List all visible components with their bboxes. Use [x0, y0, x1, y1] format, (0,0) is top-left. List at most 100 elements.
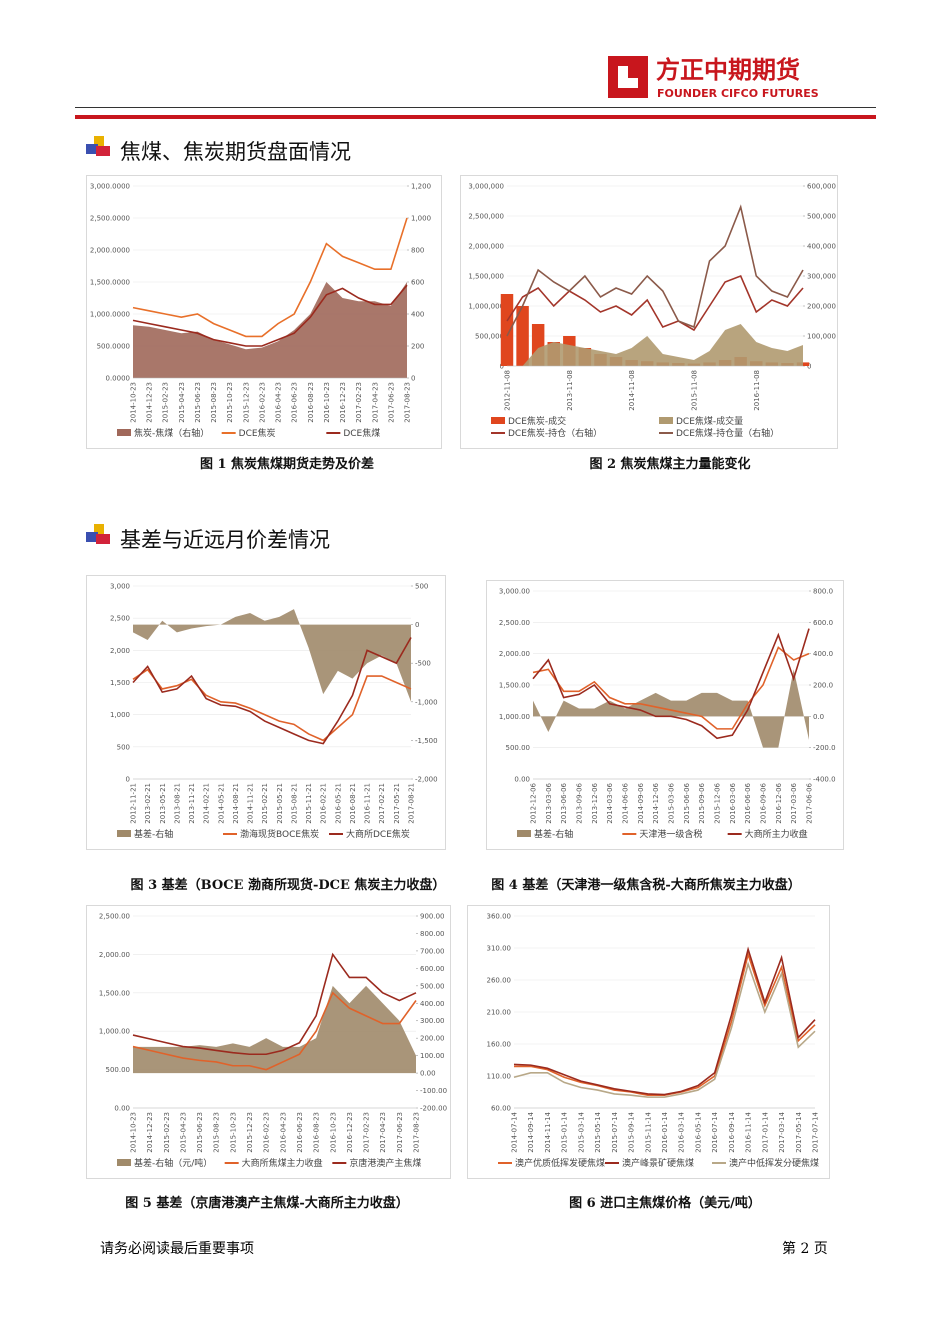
y2-tick-label: -500: [415, 660, 431, 668]
y-tick-label: 3,000: [110, 583, 130, 591]
x-tick-label: 2017-02-23: [355, 382, 363, 423]
y-tick-label: 1,000.00: [499, 713, 530, 721]
y2-tick-label: 200: [411, 343, 424, 351]
y2-tick-label: 600.0: [813, 619, 833, 627]
chart: 0.00 500.00 1,000.00 1,500.00 2,000.00 2,500.…: [486, 580, 844, 850]
y2-tick-label: 400.00: [420, 1000, 445, 1008]
line: [132, 284, 408, 347]
x-tick-label: 2017-04-23: [371, 382, 379, 423]
x-tick-label: 2015-04-23: [178, 382, 186, 423]
x-tick-label: 2015-06-23: [196, 1112, 204, 1153]
y2-tick-label: 600.00: [420, 965, 445, 973]
legend-label: DCE焦炭-成交: [508, 415, 566, 427]
legend-label: DCE焦炭: [239, 427, 276, 439]
x-tick-label: 2017-03-14: [778, 1111, 786, 1152]
x-tick-label: 2015-12-23: [242, 382, 250, 423]
y-tick-label: 1,500,000: [468, 273, 504, 281]
x-tick-label: 2016-06-23: [291, 382, 299, 423]
x-tick-label: 2016-11-08: [753, 370, 761, 411]
y2-tick-label: -400.0: [813, 776, 836, 784]
x-tick-label: 2014-09-14: [527, 1111, 535, 1152]
x-tick-label: 2013-09-06: [576, 782, 584, 823]
y-tick-label: 60.00: [491, 1105, 511, 1113]
figure-caption: 图 5 基差（京唐港澳产主焦煤-大商所主力收盘）: [125, 1196, 409, 1211]
x-tick-label: 2015-12-23: [246, 1112, 254, 1153]
y-tick-label: 210.00: [487, 1009, 512, 1017]
line: [513, 946, 816, 1096]
x-tick-label: 2015-03-06: [668, 782, 676, 823]
legend-label: 澳产中低挥发分硬焦煤: [729, 1157, 819, 1169]
x-tick-label: 2016-11-14: [745, 1111, 753, 1152]
y-tick-label: 2,000: [110, 647, 130, 655]
logo-mark-cut: [628, 66, 638, 78]
x-tick-label: 2016-06-06: [744, 782, 752, 823]
section-title: 基差与近远月价差情况: [120, 528, 330, 552]
y-tick-label: 0.00: [514, 776, 530, 784]
legend-swatch: [517, 830, 531, 837]
y-tick-label: 110.00: [487, 1073, 512, 1081]
legend-label: DCE焦煤-持仓量（右轴）: [676, 427, 779, 439]
y-tick-label: 500.0000: [97, 343, 130, 351]
legend-label: 天津港一级含税: [639, 828, 702, 840]
y-tick-label: 1,000,000: [468, 303, 504, 311]
y-tick-label: 0: [500, 363, 504, 371]
y2-tick-label: 600,000: [807, 183, 836, 191]
x-tick-label: 2015-07-14: [611, 1111, 619, 1152]
x-tick-label: 2014-03-06: [606, 782, 614, 823]
line: [513, 961, 816, 1098]
x-tick-label: 2014-12-06: [652, 782, 660, 823]
legend-swatch: [117, 1159, 131, 1166]
y2-tick-label: 100,000: [807, 333, 836, 341]
area: [133, 609, 411, 702]
x-tick-label: 2017-06-23: [387, 382, 395, 423]
y2-tick-label: -200.0: [813, 744, 836, 752]
x-tick-label: 2015-10-23: [226, 382, 234, 423]
legend-label: DCE焦煤: [343, 427, 380, 439]
x-tick-label: 2016-11-21: [364, 783, 372, 824]
figure-caption: 图 3 基差（BOCE 渤商所现货-DCE 焦炭主力收盘）: [130, 878, 446, 893]
logo-cn: 方正中期期货: [656, 56, 800, 84]
x-tick-label: 2016-09-14: [728, 1111, 736, 1152]
y-tick-label: 1,000: [110, 711, 130, 719]
y2-tick-label: 900.00: [420, 913, 445, 921]
x-tick-label: 2012-11-08: [504, 370, 512, 411]
x-tick-label: 2015-10-23: [229, 1112, 237, 1153]
x-tick-label: 2016-02-23: [258, 382, 266, 423]
y-tick-label: 2,000,000: [468, 243, 504, 251]
x-tick-label: 2017-06-06: [806, 782, 814, 823]
x-tick-label: 2013-11-21: [188, 783, 196, 824]
y-tick-label: 3,000.00: [499, 588, 530, 596]
line: [132, 668, 412, 742]
x-tick-label: 2016-02-23: [263, 1112, 271, 1153]
y-tick-label: 260.00: [487, 977, 512, 985]
x-tick-label: 2012-12-06: [530, 782, 538, 823]
y-tick-label: 3,000,000: [468, 183, 504, 191]
chart: 0.00 500.00 1,000.00 1,500.00 2,000.00 2,500.…: [86, 905, 451, 1179]
y2-tick-label: -1,000: [415, 698, 438, 706]
chart: 0 500 1,000 1,500 2,000 2,500 3,000 -2,000 -1,50…: [86, 575, 446, 850]
y-tick-label: 1,500.0000: [90, 279, 130, 287]
x-tick-label: 2014-12-23: [146, 382, 154, 423]
logo: 方正中期期货 FOUNDER CIFCO FUTURES: [608, 56, 819, 100]
y-tick-label: 2,000.0000: [90, 247, 130, 255]
x-tick-label: 2016-10-23: [323, 382, 331, 423]
x-tick-label: 2016-09-06: [760, 782, 768, 823]
y-tick-label: 2,500.00: [99, 913, 130, 921]
x-tick-label: 2017-03-06: [790, 782, 798, 823]
x-tick-label: 2016-07-14: [711, 1111, 719, 1152]
y2-tick-label: 400,000: [807, 243, 836, 251]
y-tick-label: 2,500: [110, 615, 130, 623]
x-tick-label: 2017-08-23: [404, 382, 412, 423]
line: [132, 991, 417, 1071]
legend-label: 大商所主力收盘: [745, 828, 808, 840]
x-tick-label: 2014-12-23: [146, 1112, 154, 1153]
x-tick-label: 2015-12-06: [714, 782, 722, 823]
y-tick-label: 1,000.0000: [90, 311, 130, 319]
line: [532, 646, 810, 730]
x-tick-label: 2015-02-23: [163, 1112, 171, 1153]
x-tick-label: 2013-08-21: [173, 783, 181, 824]
x-tick-label: 2016-03-06: [729, 782, 737, 823]
line: [532, 628, 810, 740]
x-tick-label: 2014-02-21: [203, 783, 211, 824]
y2-tick-label: 0.0: [813, 713, 824, 721]
